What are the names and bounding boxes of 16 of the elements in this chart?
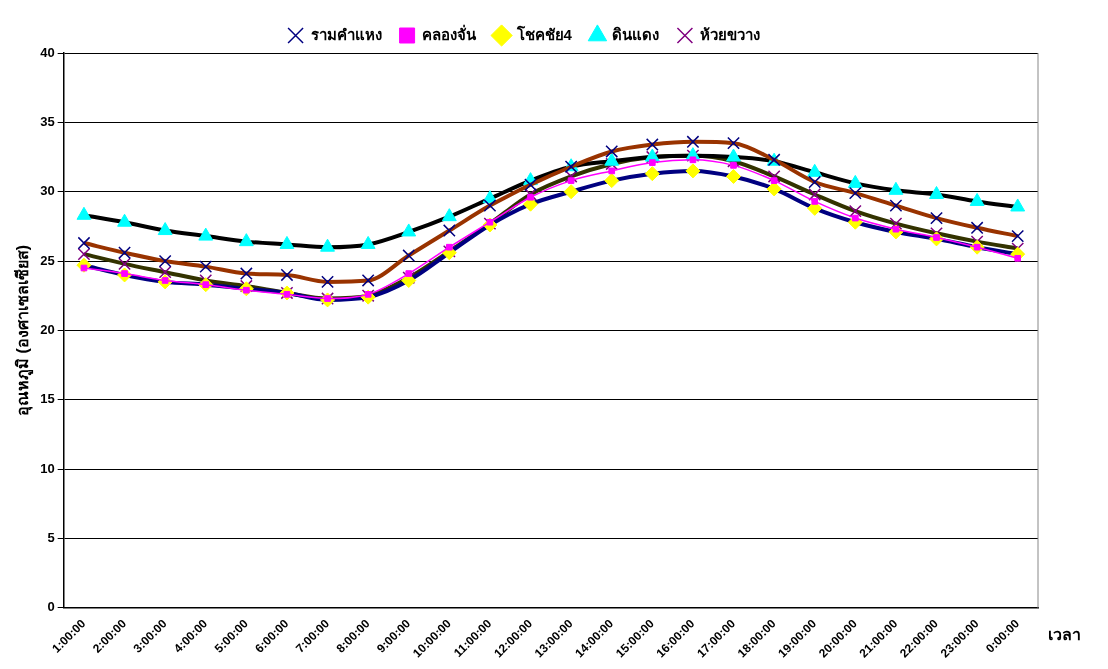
- y-tick-label: 15: [40, 391, 55, 407]
- y-tick-label: 30: [40, 183, 55, 199]
- legend-label: ดินแดง: [612, 25, 660, 43]
- x-axis-title: เวลา: [1048, 626, 1081, 644]
- y-axis-title: อุณหภูมิ (องศาเซลเซียส): [13, 244, 35, 416]
- y-tick-label: 10: [40, 460, 55, 476]
- y-tick-label: 35: [40, 113, 55, 129]
- y-tick-label: 40: [40, 44, 55, 60]
- legend-label: ห้วยขวาง: [699, 25, 760, 43]
- legend-label: รามคำแหง: [310, 25, 382, 43]
- y-tick-label: 0: [47, 599, 55, 615]
- legend-label: โชคชัย4: [515, 24, 573, 43]
- y-tick-label: 20: [40, 322, 55, 337]
- y-tick-label: 25: [40, 252, 55, 268]
- y-tick-label: 5: [47, 530, 55, 546]
- legend-label: คลองจั่น: [422, 23, 478, 43]
